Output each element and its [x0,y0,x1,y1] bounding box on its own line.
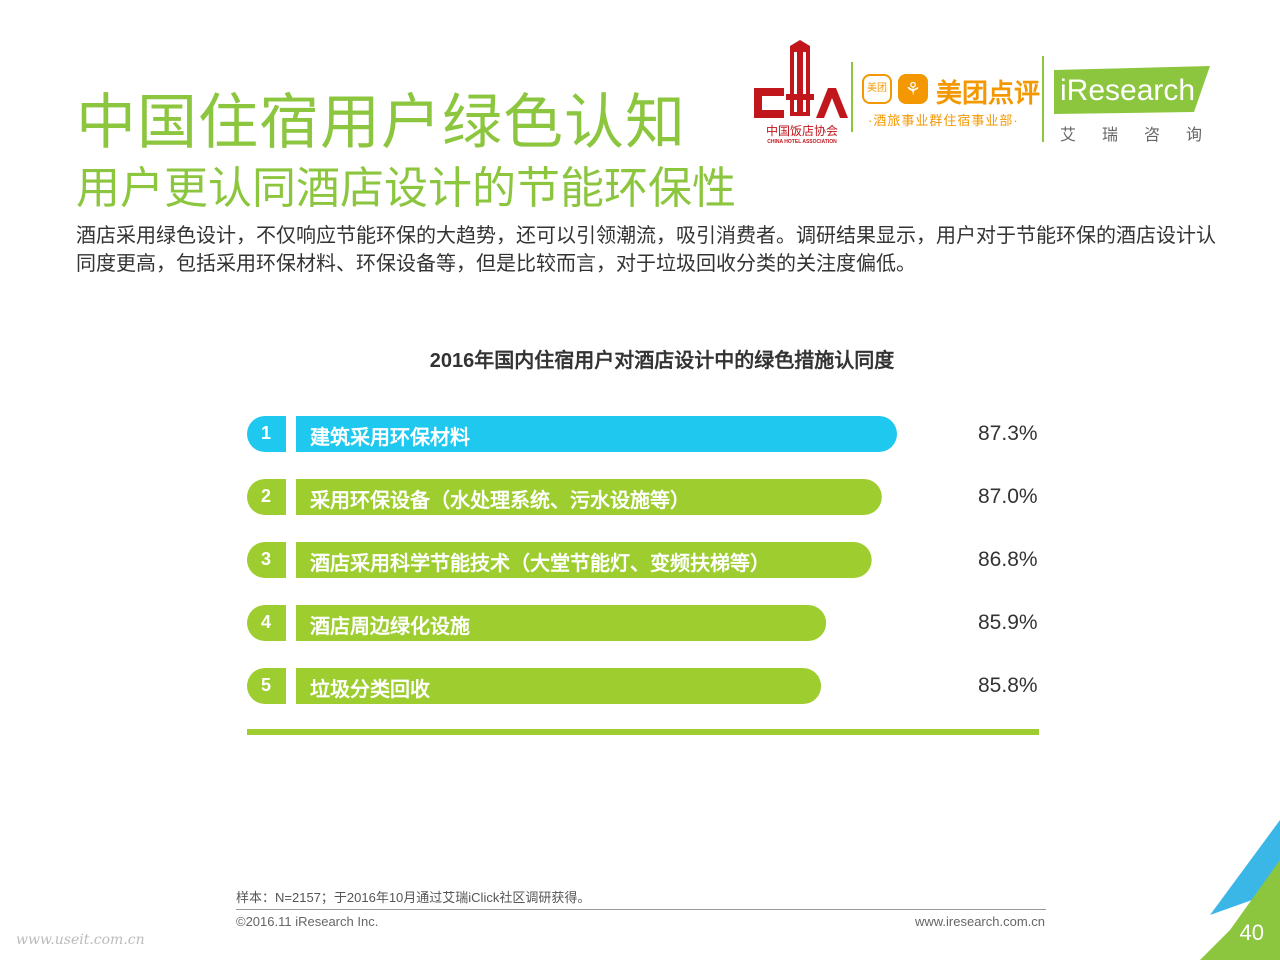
bar-category-label: 酒店采用科学节能技术（大堂节能灯、变频扶梯等） [310,553,770,575]
bar-rank-gap [286,666,296,706]
bar-rank-label: 4 [260,612,271,632]
bar-category-label: 建筑采用环保材料 [310,427,470,449]
page-title: 中国住宿用户绿色认知 [76,89,686,156]
bar-value-label: 85.8% [978,674,1038,697]
bar [296,542,872,578]
bar-rank-gap [286,540,296,580]
page-subtitle: 用户更认同酒店设计的节能环保性 [76,164,736,213]
corner-decoration [1200,820,1280,960]
bar-category-label: 垃圾分类回收 [310,679,430,701]
bar-value-label: 85.9% [978,611,1038,634]
bar-value-label: 86.8% [978,548,1038,571]
china-hotel-association-name: 中国饭店协会 [765,124,838,138]
bar [296,605,827,641]
watermark: www.useit.com.cn [16,932,145,948]
footer-divider [236,909,1046,910]
bar-rank-gap [286,477,296,517]
copyright: ©2016.11 iResearch Inc. [236,914,379,929]
bar-rank-label: 3 [260,549,271,569]
meituan-dianping-name: 美团点评 [936,78,1041,108]
bar-value-label: 87.0% [978,485,1038,508]
dianping-icon: ⚘ [898,74,928,104]
sample-note: 样本：N=2157；于2016年10月通过艾瑞iClick社区调研获得。 [236,890,591,905]
chart-title: 2016年国内住宿用户对酒店设计中的绿色措施认同度 [429,350,895,372]
china-hotel-association-logo [744,40,856,152]
logo-separator [851,62,853,132]
bar-category-label: 酒店周边绿化设施 [310,616,470,638]
bar-rank-label: 2 [260,486,271,506]
bar-rank-label: 5 [260,675,271,695]
page-number: 40 [1239,920,1264,945]
meituan-icon: 美团 [862,74,892,104]
bar-rank-gap [286,603,296,643]
bar [296,416,897,452]
bar-category-label: 采用环保设备（水处理系统、污水设施等） [310,490,690,512]
website-link[interactable]: www.iresearch.com.cn [914,914,1045,929]
china-hotel-association-name-en: CHINA HOTEL ASSOCIATION [767,139,837,145]
bar-rank-label: 1 [260,423,271,443]
chart-baseline [247,729,1039,735]
bar-value-label: 87.3% [978,422,1038,445]
logo-separator [1042,56,1044,142]
bar [296,479,882,515]
bar-rank-gap [286,414,296,454]
meituan-division: ·酒旅事业群住宿事业部· [868,113,1019,128]
page-description: 酒店采用绿色设计，不仅响应节能环保的大趋势，还可以引领潮流，吸引消费者。调研结果… [76,225,1216,275]
iresearch-logo-text: iResearch [1060,74,1196,107]
bar [296,668,822,704]
iresearch-logo-banner [1054,66,1210,114]
iresearch-cn-name: 艾瑞咨询 [1060,127,1229,144]
